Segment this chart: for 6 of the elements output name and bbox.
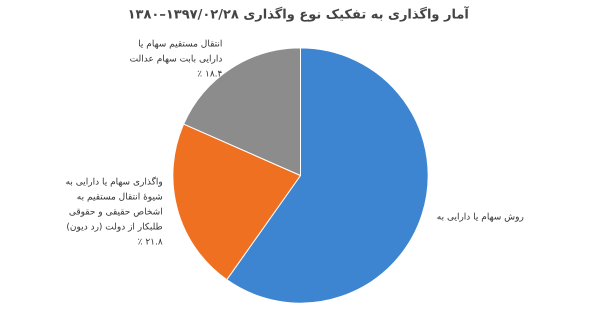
data-label: ٪ ۲۱.۸ (138, 238, 163, 248)
chart-title: آمار واگذاری به تفکیک نوع واگذاری ۱۳۹۷/۰۲/۲۸–۱۳۸۰ (128, 6, 470, 22)
slice-label: واگذاری سهام یا دارایی به شیوهٔ انتقال مستقیم به اشخاص حقیقی و حقوقی طلبکار از دولت (رد دیون) (66, 176, 163, 233)
slice-label: روش سهام یا دارایی به (436, 212, 524, 223)
data-label: ٪ ۱۸.۴ (197, 69, 223, 80)
slice-label: انتقال مستقیم سهام یا دارایی بابت سهام عدالت (130, 39, 222, 64)
